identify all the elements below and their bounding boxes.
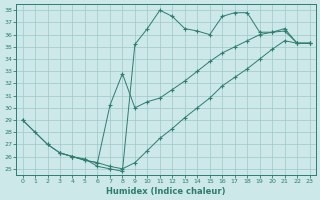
- X-axis label: Humidex (Indice chaleur): Humidex (Indice chaleur): [106, 187, 226, 196]
